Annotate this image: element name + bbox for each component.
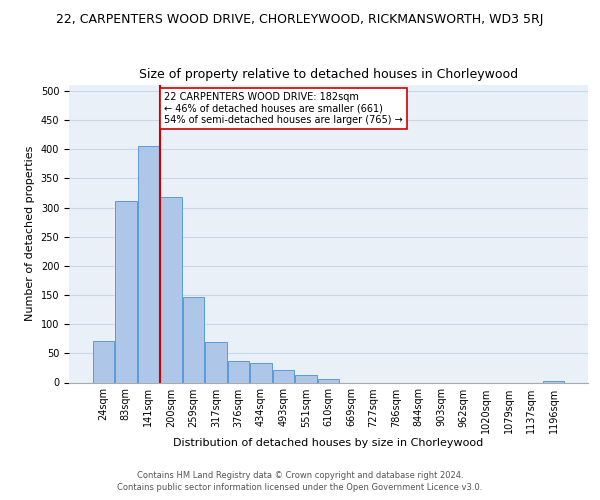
X-axis label: Distribution of detached houses by size in Chorleywood: Distribution of detached houses by size …	[173, 438, 484, 448]
Bar	[115, 201, 137, 382]
Bar	[137, 146, 159, 382]
Bar	[205, 342, 227, 382]
Bar	[250, 362, 272, 382]
Bar	[295, 375, 317, 382]
Bar	[273, 370, 294, 382]
Bar	[228, 361, 249, 382]
Text: Contains public sector information licensed under the Open Government Licence v3: Contains public sector information licen…	[118, 483, 482, 492]
Bar	[182, 296, 204, 382]
Bar	[160, 197, 182, 382]
Text: Contains HM Land Registry data © Crown copyright and database right 2024.: Contains HM Land Registry data © Crown c…	[137, 472, 463, 480]
Text: 22, CARPENTERS WOOD DRIVE, CHORLEYWOOD, RICKMANSWORTH, WD3 5RJ: 22, CARPENTERS WOOD DRIVE, CHORLEYWOOD, …	[56, 12, 544, 26]
Text: 22 CARPENTERS WOOD DRIVE: 182sqm
← 46% of detached houses are smaller (661)
54% : 22 CARPENTERS WOOD DRIVE: 182sqm ← 46% o…	[164, 92, 403, 125]
Bar	[543, 381, 565, 382]
Bar	[318, 379, 339, 382]
Title: Size of property relative to detached houses in Chorleywood: Size of property relative to detached ho…	[139, 68, 518, 81]
Y-axis label: Number of detached properties: Number of detached properties	[25, 146, 35, 322]
Bar	[92, 340, 114, 382]
